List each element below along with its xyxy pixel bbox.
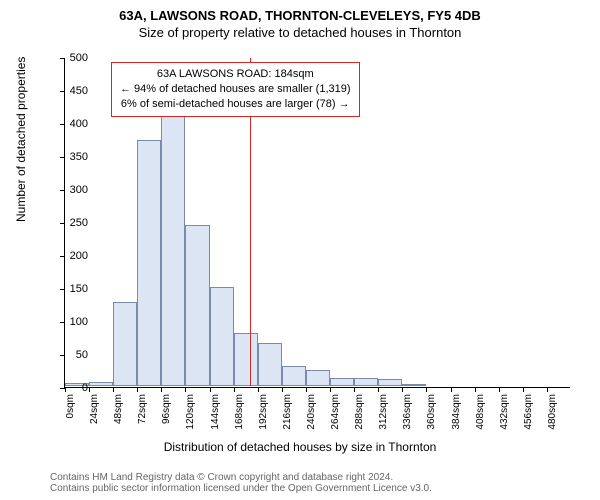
- annotation-box: 63A LAWSONS ROAD: 184sqm← 94% of detache…: [111, 62, 360, 117]
- x-tick-label: 264sqm: [330, 394, 341, 434]
- x-tick-label: 120sqm: [185, 394, 196, 434]
- x-tick: [475, 388, 476, 392]
- y-tick: [60, 91, 65, 92]
- y-tick-label: 100: [70, 316, 88, 328]
- x-tick: [306, 388, 307, 392]
- x-tick: [426, 388, 427, 392]
- x-tick: [65, 388, 66, 392]
- chart-container: 63A, LAWSONS ROAD, THORNTON-CLEVELEYS, F…: [0, 0, 600, 500]
- x-tick-label: 432sqm: [499, 394, 510, 434]
- x-tick-label: 48sqm: [113, 394, 124, 434]
- annotation-line: 63A LAWSONS ROAD: 184sqm: [120, 67, 351, 82]
- y-tick-label: 500: [70, 52, 88, 64]
- x-tick: [234, 388, 235, 392]
- x-tick: [210, 388, 211, 392]
- x-tick-label: 336sqm: [402, 394, 413, 434]
- x-axis-label: Distribution of detached houses by size …: [0, 440, 600, 454]
- histogram-bar: [402, 384, 426, 386]
- x-tick: [451, 388, 452, 392]
- histogram-bar: [210, 287, 234, 386]
- histogram-bar: [185, 225, 209, 386]
- y-tick: [60, 190, 65, 191]
- x-tick: [89, 388, 90, 392]
- histogram-bar: [330, 378, 354, 386]
- y-tick-label: 50: [76, 349, 88, 361]
- footer-attribution: Contains HM Land Registry data © Crown c…: [50, 472, 432, 494]
- x-tick: [378, 388, 379, 392]
- y-tick: [60, 157, 65, 158]
- x-tick: [402, 388, 403, 392]
- x-tick-label: 480sqm: [547, 394, 558, 434]
- x-tick-label: 456sqm: [523, 394, 534, 434]
- x-tick-label: 72sqm: [137, 394, 148, 434]
- x-tick-label: 144sqm: [210, 394, 221, 434]
- x-tick-label: 96sqm: [161, 394, 172, 434]
- y-tick: [60, 256, 65, 257]
- y-tick: [60, 355, 65, 356]
- histogram-bar: [113, 302, 137, 386]
- y-tick: [60, 58, 65, 59]
- y-tick-label: 150: [70, 283, 88, 295]
- x-tick: [499, 388, 500, 392]
- x-tick-label: 240sqm: [306, 394, 317, 434]
- y-tick-label: 400: [70, 118, 88, 130]
- y-tick: [60, 322, 65, 323]
- x-tick: [354, 388, 355, 392]
- x-tick: [258, 388, 259, 392]
- y-tick: [60, 124, 65, 125]
- histogram-bar: [258, 343, 282, 386]
- annotation-line: ← 94% of detached houses are smaller (1,…: [120, 82, 351, 97]
- x-tick: [113, 388, 114, 392]
- y-tick-label: 0: [82, 382, 88, 394]
- y-tick-label: 250: [70, 217, 88, 229]
- y-axis-label: Number of detached properties: [14, 57, 28, 222]
- histogram-bar: [282, 366, 306, 386]
- y-tick-label: 200: [70, 250, 88, 262]
- plot-area: 0sqm24sqm48sqm72sqm96sqm120sqm144sqm168s…: [64, 58, 570, 388]
- histogram-bar: [89, 382, 113, 386]
- x-tick: [523, 388, 524, 392]
- y-tick-label: 300: [70, 184, 88, 196]
- y-tick: [60, 223, 65, 224]
- x-tick-label: 288sqm: [354, 394, 365, 434]
- x-tick-label: 384sqm: [451, 394, 462, 434]
- x-tick-label: 408sqm: [475, 394, 486, 434]
- x-tick: [185, 388, 186, 392]
- x-tick-label: 312sqm: [378, 394, 389, 434]
- x-tick: [161, 388, 162, 392]
- x-tick-label: 168sqm: [234, 394, 245, 434]
- x-tick-label: 192sqm: [258, 394, 269, 434]
- chart-title-line2: Size of property relative to detached ho…: [0, 23, 600, 40]
- x-tick: [137, 388, 138, 392]
- y-tick-label: 350: [70, 151, 88, 163]
- x-tick-label: 24sqm: [89, 394, 100, 434]
- y-tick-label: 450: [70, 85, 88, 97]
- histogram-bar: [234, 333, 258, 386]
- histogram-bar: [137, 140, 161, 386]
- chart-title-line1: 63A, LAWSONS ROAD, THORNTON-CLEVELEYS, F…: [0, 0, 600, 23]
- x-tick-label: 0sqm: [65, 394, 76, 434]
- annotation-line: 6% of semi-detached houses are larger (7…: [120, 97, 351, 112]
- x-tick-label: 216sqm: [282, 394, 293, 434]
- x-tick: [282, 388, 283, 392]
- x-tick-label: 360sqm: [426, 394, 437, 434]
- y-tick: [60, 289, 65, 290]
- x-tick: [547, 388, 548, 392]
- histogram-bar: [306, 370, 330, 386]
- histogram-bar: [378, 379, 402, 386]
- histogram-bar: [161, 115, 185, 386]
- x-tick: [330, 388, 331, 392]
- histogram-bar: [354, 378, 378, 386]
